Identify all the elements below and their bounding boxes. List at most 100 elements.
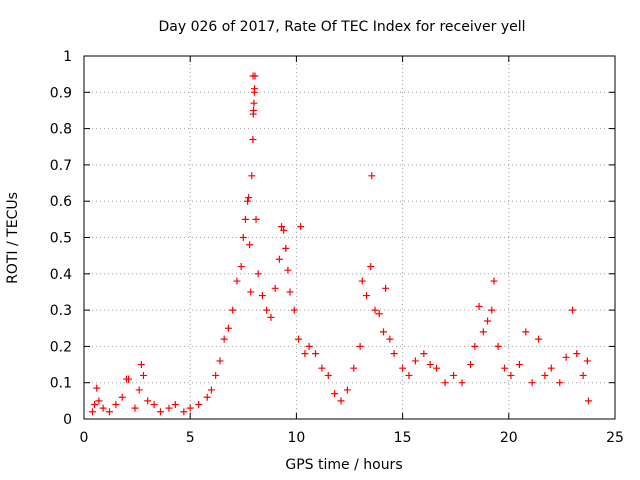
- data-point: [186, 404, 194, 412]
- data-point: [224, 324, 232, 332]
- data-point: [584, 397, 592, 405]
- x-tick-label: 20: [500, 430, 518, 446]
- data-point: [297, 223, 305, 231]
- data-point: [245, 194, 253, 202]
- data-point: [375, 310, 383, 318]
- data-point: [515, 361, 523, 369]
- data-point: [150, 400, 158, 408]
- data-point: [263, 306, 271, 314]
- y-tick-label: 0: [63, 412, 72, 428]
- data-point: [278, 223, 286, 231]
- y-tick-label: 0.8: [50, 122, 72, 138]
- data-point: [165, 404, 173, 412]
- data-point: [305, 342, 313, 350]
- data-point: [95, 397, 103, 405]
- data-point: [379, 328, 387, 336]
- x-axis-label: GPS time / hours: [285, 457, 402, 473]
- data-point: [362, 292, 370, 300]
- data-point: [249, 72, 257, 80]
- data-point: [399, 364, 407, 372]
- data-point: [337, 397, 345, 405]
- data-point: [239, 234, 247, 241]
- x-tick-label: 10: [287, 430, 305, 446]
- data-point: [371, 306, 379, 314]
- data-point: [475, 302, 483, 310]
- data-point: [112, 400, 120, 408]
- data-point: [358, 277, 366, 285]
- data-point: [280, 226, 288, 234]
- data-point: [441, 379, 449, 387]
- data-point: [507, 371, 515, 379]
- data-point: [247, 288, 255, 296]
- chart-title: Day 026 of 2017, Rate Of TEC Index for r…: [158, 19, 525, 35]
- data-point: [467, 361, 475, 369]
- data-point: [331, 390, 339, 398]
- y-tick-label: 0.1: [50, 376, 72, 392]
- data-point: [241, 215, 249, 223]
- data-point: [290, 306, 298, 314]
- data-point: [295, 335, 303, 343]
- data-point: [91, 400, 99, 408]
- data-point: [284, 266, 292, 274]
- x-tick-label: 15: [394, 430, 412, 446]
- data-point: [382, 284, 390, 292]
- y-tick-label: 0.6: [50, 194, 72, 210]
- data-point: [180, 408, 188, 416]
- plot-frame: [83, 55, 616, 420]
- data-point: [494, 342, 502, 350]
- data-point: [522, 328, 530, 336]
- data-point: [246, 241, 254, 249]
- data-point: [252, 215, 260, 223]
- data-point: [368, 172, 376, 180]
- data-point: [535, 335, 543, 343]
- data-point: [405, 371, 413, 379]
- data-point: [488, 306, 496, 314]
- data-point: [386, 335, 394, 343]
- data-point: [244, 197, 252, 205]
- x-tick-label: 25: [606, 430, 624, 446]
- data-point: [258, 292, 266, 300]
- data-point: [118, 393, 126, 401]
- data-point: [144, 397, 152, 405]
- data-point: [203, 393, 211, 401]
- data-point: [250, 99, 258, 107]
- data-point: [233, 277, 241, 285]
- data-point: [171, 400, 179, 408]
- data-point: [271, 284, 279, 292]
- data-point: [324, 371, 332, 379]
- data-point: [135, 386, 143, 394]
- data-point: [125, 375, 133, 383]
- data-point: [541, 371, 549, 379]
- x-tick-label: 5: [186, 430, 195, 446]
- data-point: [301, 350, 309, 358]
- data-point: [583, 357, 591, 365]
- grid: [84, 56, 615, 419]
- y-axis: 0 0.1 0.2 0.3 0.4 0.5 0.6 0.7 0.8 0.9 1: [50, 49, 615, 428]
- x-tick-label: 0: [80, 430, 89, 446]
- data-point: [556, 379, 564, 387]
- data-point: [350, 364, 358, 372]
- data-point: [343, 386, 351, 394]
- data-point: [275, 255, 283, 263]
- data-point: [569, 306, 577, 314]
- data-point: [312, 350, 320, 358]
- data-point: [156, 408, 164, 416]
- y-tick-label: 0.2: [50, 339, 72, 355]
- data-point: [195, 400, 203, 408]
- data-point: [450, 371, 458, 379]
- data-point: [479, 328, 487, 336]
- data-point: [579, 371, 587, 379]
- y-tick-label: 0.3: [50, 303, 72, 319]
- data-point: [229, 306, 237, 314]
- data-point: [318, 364, 326, 372]
- y-tick-label: 0.9: [50, 85, 72, 101]
- data-point: [458, 379, 466, 387]
- data-point: [249, 135, 257, 143]
- data-point: [251, 85, 259, 93]
- x-axis: 0 5 10 15 20 25: [80, 56, 624, 446]
- data-point: [420, 350, 428, 358]
- y-tick-label: 0.7: [50, 158, 72, 174]
- data-point: [254, 270, 262, 278]
- data-point: [131, 404, 139, 412]
